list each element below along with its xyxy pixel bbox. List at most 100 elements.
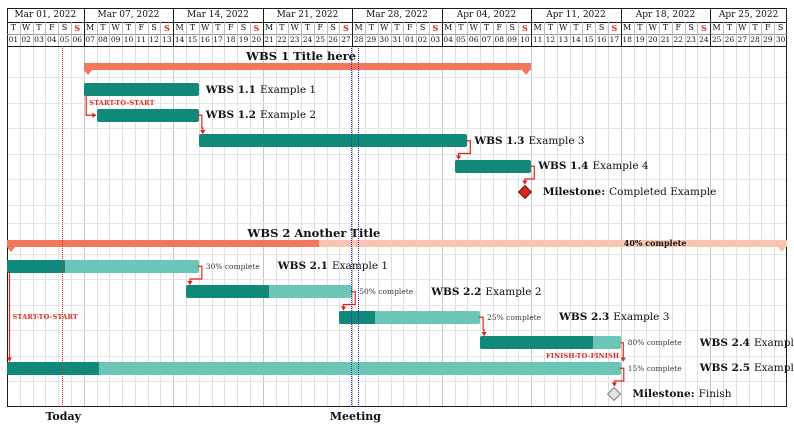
header-day-divider xyxy=(633,22,635,46)
bar-wbs-2-3 xyxy=(339,310,481,324)
grid-vline xyxy=(454,46,456,407)
marker-line-meeting xyxy=(357,46,359,407)
calendar-week-label: Mar 01, 2022 xyxy=(7,8,84,22)
calendar-day-number: 19 xyxy=(634,34,647,46)
grid-vline xyxy=(735,46,737,407)
day-number-text: 15 xyxy=(187,35,198,44)
header-day-divider xyxy=(70,22,72,46)
day-number-text: 29 xyxy=(763,35,773,44)
calendar-day-number: 24 xyxy=(301,34,314,46)
header-day-divider xyxy=(480,22,482,46)
calendar-day-letter: T xyxy=(97,22,110,34)
calendar-day-number: 18 xyxy=(224,34,237,46)
marker-label-text: Meeting xyxy=(329,409,381,423)
grid-vline xyxy=(416,46,418,407)
grid-vline xyxy=(237,46,239,407)
header-week-divider xyxy=(710,8,712,46)
bar-progress-fill xyxy=(186,285,270,299)
calendar-day-letter: T xyxy=(212,22,225,34)
header-week-divider xyxy=(352,8,354,46)
day-number-text: 06 xyxy=(468,35,479,44)
grid-vline xyxy=(70,46,72,407)
calendar-day-number: 13 xyxy=(160,34,173,46)
calendar-day-number: 06 xyxy=(71,34,84,46)
day-letter-text: S xyxy=(61,23,68,32)
calendar-day-number: 12 xyxy=(148,34,161,46)
header-week-divider xyxy=(262,8,264,46)
grid-vline xyxy=(32,46,34,407)
group-bar-progress xyxy=(7,239,319,247)
day-number-text: 28 xyxy=(353,35,364,44)
calendar-day-number: 17 xyxy=(608,34,621,46)
day-letter-text: M xyxy=(444,23,453,32)
calendar-day-letter: M xyxy=(531,22,544,34)
calendar-day-number: 20 xyxy=(250,34,263,46)
calendar-day-letter: S xyxy=(506,22,519,34)
grid-vline xyxy=(518,46,520,407)
calendar-day-letter: W xyxy=(288,22,301,34)
header-day-divider xyxy=(505,22,507,46)
day-number-text: 24 xyxy=(699,35,709,44)
day-number-text: 06 xyxy=(72,35,83,44)
calendar-day-number: 01 xyxy=(403,34,416,46)
grid-hline xyxy=(7,179,787,180)
milestone-name-bold: Milestone: xyxy=(632,387,695,400)
grid-vline xyxy=(441,46,443,407)
calendar-day-number: 30 xyxy=(774,34,787,46)
day-letter-text: M xyxy=(354,23,363,32)
calendar-day-letter: M xyxy=(621,22,634,34)
header-day-divider xyxy=(403,22,405,46)
header-day-divider xyxy=(659,22,661,46)
day-letter-text: T xyxy=(394,23,400,32)
label-milestone-1: Milestone: Completed Example xyxy=(543,179,716,205)
day-number-text: 28 xyxy=(750,35,760,44)
calendar-day-letter: W xyxy=(646,22,659,34)
header-day-divider xyxy=(326,22,328,46)
day-letter-text: M xyxy=(86,23,95,32)
header-line-weeks xyxy=(7,22,787,23)
label-milestone-2: Milestone: Finish xyxy=(632,381,731,407)
marker-label-today: Today xyxy=(46,410,81,423)
calendar-day-letter: S xyxy=(160,22,173,34)
task-name-text: Example 3 xyxy=(613,311,670,324)
calendar-day-number: 03 xyxy=(33,34,46,46)
day-number-text: 01 xyxy=(405,35,415,44)
day-number-text: 02 xyxy=(417,35,428,44)
day-letter-text: W xyxy=(469,23,478,32)
grid-vline xyxy=(109,46,111,407)
group-bar-endcap-right xyxy=(778,246,786,252)
marker-line-today xyxy=(62,46,64,407)
day-letter-text: T xyxy=(483,23,490,32)
grid-vline xyxy=(659,46,661,407)
week-label-text: Apr 25, 2022 xyxy=(718,10,779,20)
grid-vline xyxy=(275,46,277,407)
header-day-divider xyxy=(288,22,290,46)
day-number-text: 13 xyxy=(558,35,568,44)
day-letter-text: S xyxy=(688,23,694,32)
calendar-day-letter: M xyxy=(442,22,455,34)
calendar-day-number: 12 xyxy=(544,34,557,46)
grid-vline xyxy=(134,46,136,407)
bar-wbs-2-1 xyxy=(7,259,199,273)
day-letter-text: W xyxy=(380,23,389,32)
day-letter-text: S xyxy=(330,23,336,32)
calendar-day-number: 01 xyxy=(7,34,20,46)
group-title-text: Another Title xyxy=(294,225,381,240)
task-progress-text: 80% complete xyxy=(627,338,682,348)
bar-wbs-2-5 xyxy=(7,361,621,375)
grid-vline xyxy=(262,46,264,407)
grid-vline xyxy=(761,46,763,407)
calendar-day-letter: T xyxy=(455,22,468,34)
day-number-text: 11 xyxy=(532,35,543,44)
grid-vline xyxy=(774,46,776,407)
calendar-day-number: 28 xyxy=(352,34,365,46)
header-day-divider xyxy=(198,22,200,46)
day-letter-text: T xyxy=(573,23,579,32)
grid-vline xyxy=(186,46,188,407)
header-day-divider xyxy=(365,22,367,46)
grid-hline xyxy=(7,204,787,206)
day-letter-text: T xyxy=(547,23,554,32)
calendar-day-number: 15 xyxy=(582,34,595,46)
milestone-name-text: Finish xyxy=(698,387,732,400)
